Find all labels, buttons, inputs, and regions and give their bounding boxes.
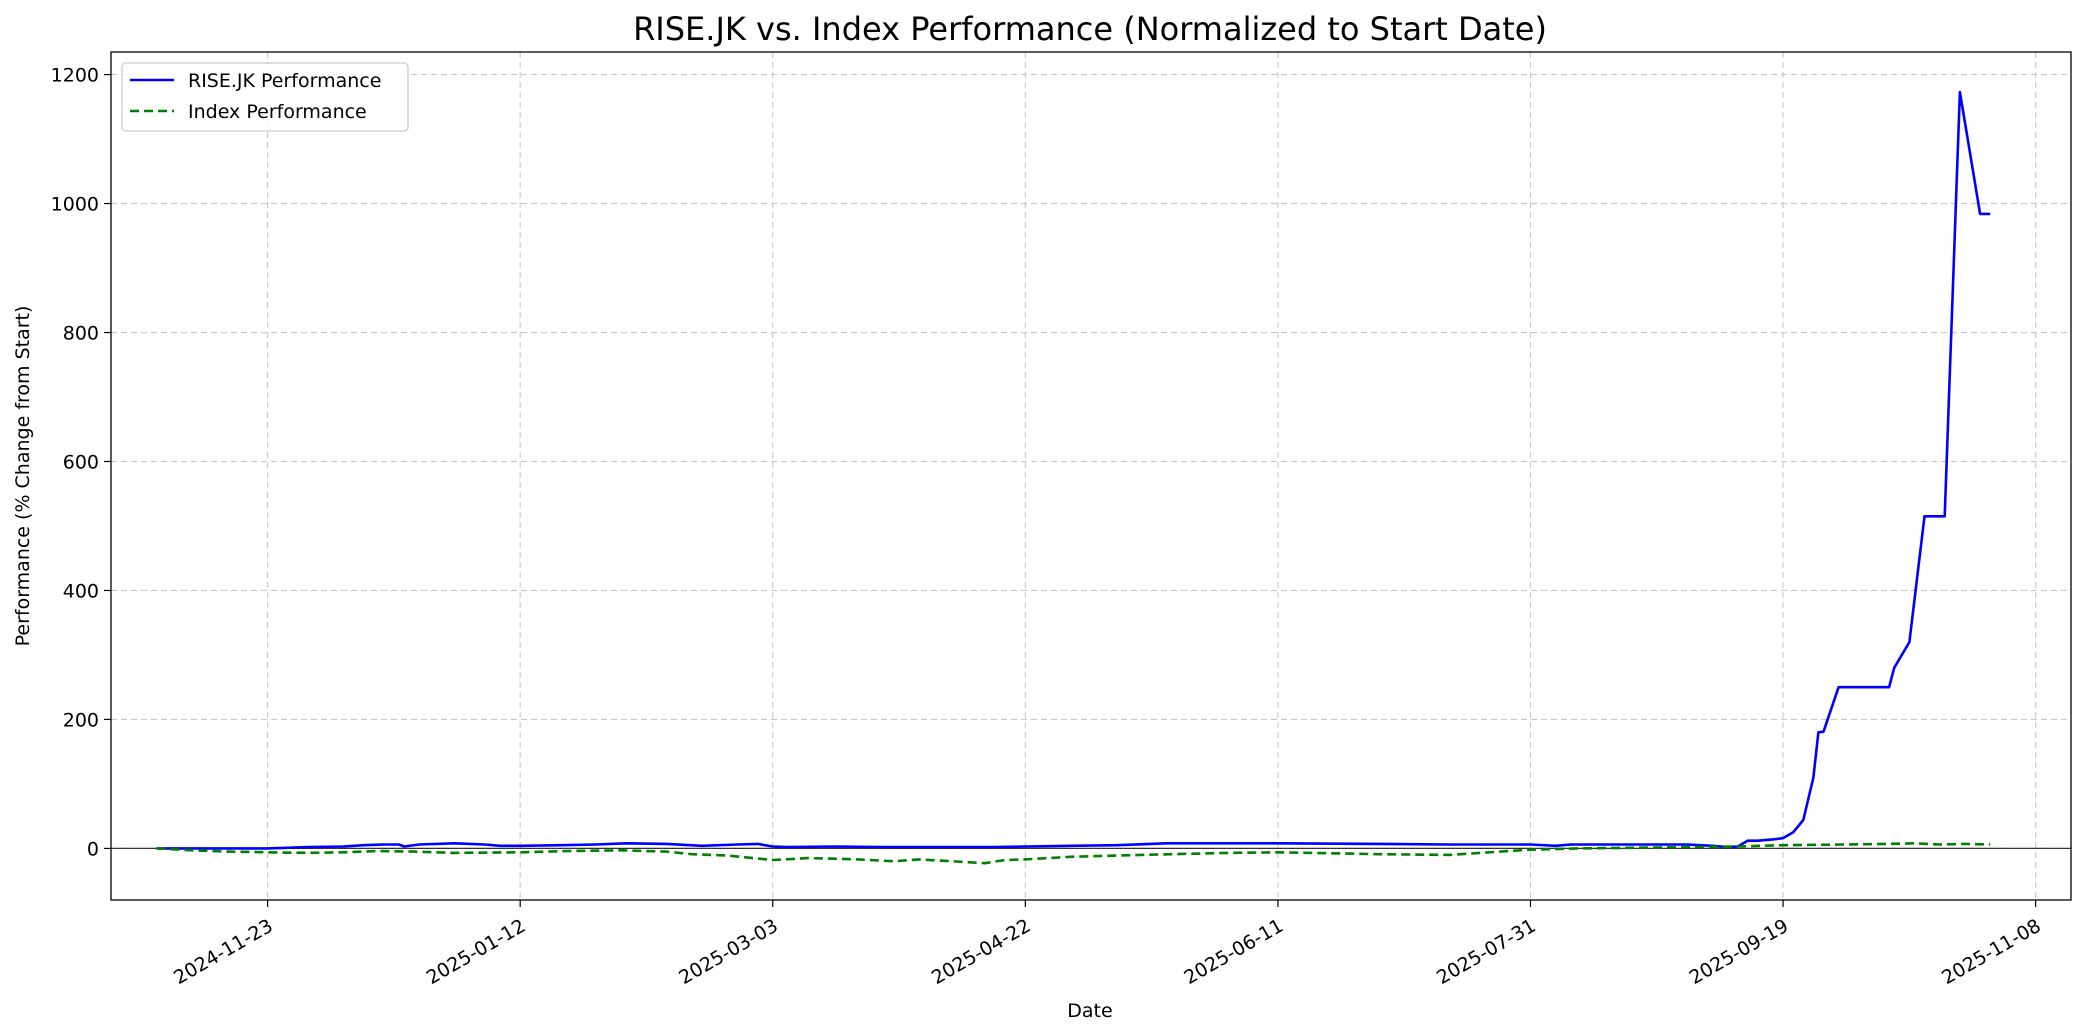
legend: RISE.JK Performance Index Performance xyxy=(121,62,409,132)
y-tick-label: 1200 xyxy=(51,65,99,87)
x-axis-title: Date xyxy=(1067,1000,1112,1022)
legend-label-rise: RISE.JK Performance xyxy=(188,70,381,92)
y-axis-title: Performance (% Change from Start) xyxy=(12,306,34,647)
y-tick-label: 1000 xyxy=(51,194,99,216)
y-tick-label: 800 xyxy=(63,323,99,345)
plot-frame xyxy=(110,51,2072,901)
series-line-index xyxy=(156,841,1991,865)
chart-title: RISE.JK vs. Index Performance (Normalize… xyxy=(633,10,1547,48)
y-tick-label: 200 xyxy=(63,709,99,731)
series-layer xyxy=(156,90,1991,865)
series-line-rise xyxy=(156,90,1991,850)
legend-label-index: Index Performance xyxy=(188,101,367,123)
y-tick-label: 0 xyxy=(87,838,99,860)
y-tick-label: 400 xyxy=(63,580,99,602)
grid-layer xyxy=(111,52,2071,900)
y-tick-label: 600 xyxy=(63,451,99,473)
legend-box xyxy=(121,62,409,132)
